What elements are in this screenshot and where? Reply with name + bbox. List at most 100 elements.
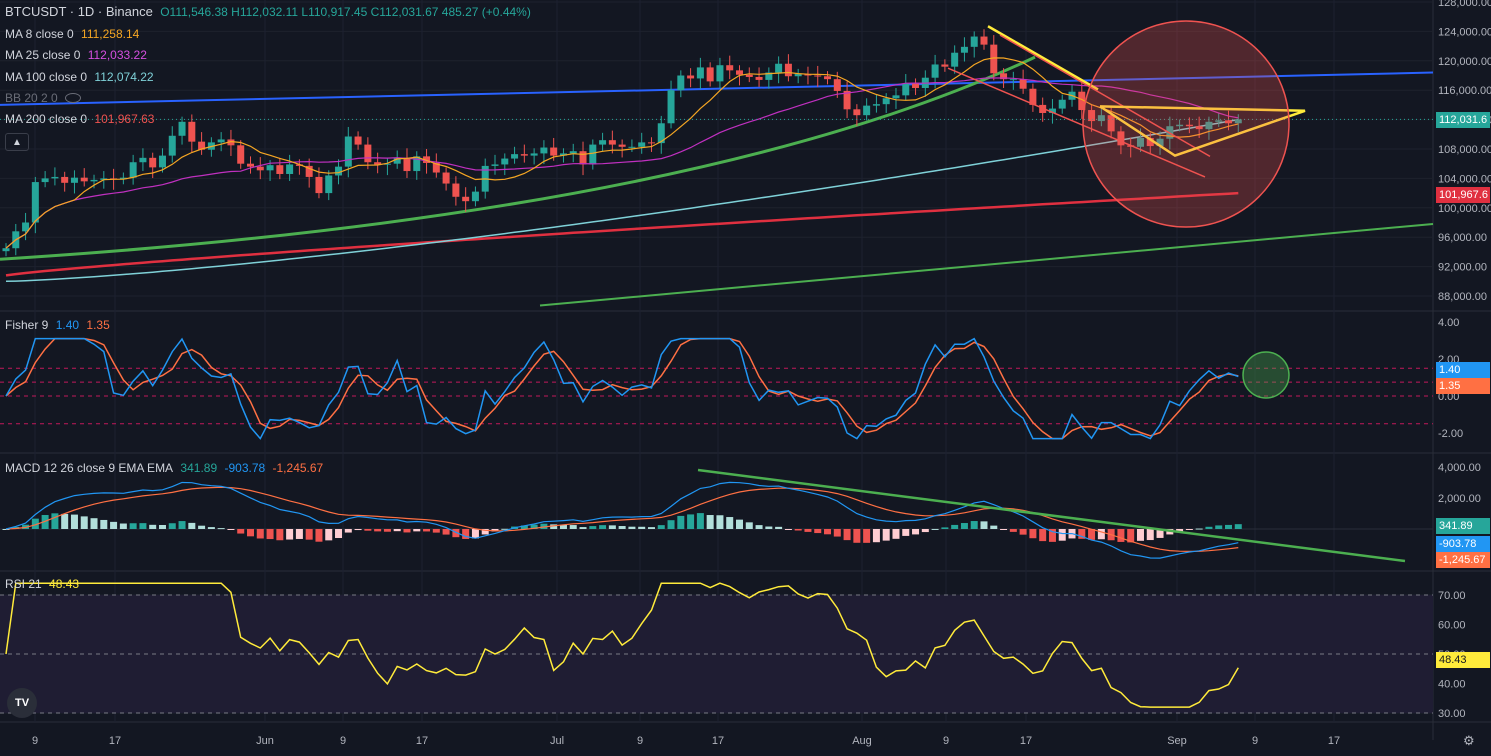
- candle-body: [80, 177, 88, 182]
- candle-body: [579, 151, 587, 165]
- candle-body: [990, 44, 998, 74]
- macd-histogram-bar: [1185, 529, 1193, 530]
- macd-histogram-bar: [51, 513, 59, 529]
- fisher-highlight-circle: [1242, 351, 1290, 399]
- collapse-legend-button[interactable]: ▲: [5, 133, 29, 151]
- macd-histogram-bar: [1225, 524, 1232, 529]
- fisher-tick-label: -2.00: [1438, 428, 1463, 440]
- price-tick-label: 96,000.00: [1438, 232, 1487, 244]
- ma100-legend[interactable]: MA 100 close 0 112,074.22: [5, 70, 158, 84]
- macd-histogram-bar: [1156, 529, 1164, 538]
- ma8-legend[interactable]: MA 8 close 0 111,258.14: [5, 27, 143, 41]
- macd-histogram-bar: [276, 529, 284, 541]
- macd-value-3: -1,245.67: [272, 461, 324, 475]
- macd-histogram-bar: [344, 529, 352, 533]
- macd-histogram-bar: [530, 524, 538, 529]
- macd-histogram-bar: [980, 521, 988, 529]
- candle-body: [853, 109, 861, 116]
- macd-histogram-bar: [794, 529, 802, 531]
- candle-body: [511, 154, 519, 159]
- macd-label: MACD 12 26 close 9 EMA EMA: [5, 461, 174, 475]
- candle-body: [941, 64, 949, 67]
- red-channel-lower: [947, 67, 1206, 178]
- ma200-legend[interactable]: MA 200 close 0 101,967.63: [5, 112, 158, 126]
- candle-body: [696, 67, 704, 79]
- candle-body: [755, 76, 763, 80]
- macd-histogram-bar: [1234, 524, 1242, 529]
- macd-histogram-bar: [775, 526, 783, 529]
- macd-histogram-bar: [814, 529, 822, 534]
- candle-body: [559, 153, 567, 156]
- macd-histogram-bar: [491, 529, 499, 532]
- macd-legend[interactable]: MACD 12 26 close 9 EMA EMA 341.89 -903.7…: [5, 461, 327, 475]
- candle-body: [1195, 126, 1203, 130]
- macd-histogram-bar: [960, 523, 968, 529]
- candle-body: [784, 63, 792, 77]
- macd-histogram-bar: [139, 523, 147, 529]
- candle-body: [90, 179, 98, 182]
- candle-body: [188, 121, 196, 142]
- candle-body: [383, 163, 391, 165]
- ma200-label: MA 200 close 0: [5, 112, 88, 126]
- rsi-badge: 48.43: [1436, 652, 1490, 668]
- macd-histogram-bar: [354, 529, 362, 531]
- candle-body: [2, 248, 10, 252]
- fisher-value-2: 1.35: [86, 318, 110, 332]
- fisher-legend[interactable]: Fisher 9 1.40 1.35: [5, 318, 114, 332]
- fisher-signal-line: [5, 337, 1239, 440]
- ma25-legend[interactable]: MA 25 close 0 112,033.22: [5, 48, 151, 62]
- candle-body: [178, 121, 186, 136]
- macd-histogram-bar: [667, 520, 675, 529]
- bb-legend[interactable]: BB 20 2 0: [5, 91, 85, 105]
- time-axis-label: 9: [32, 735, 38, 747]
- rsi-legend[interactable]: RSI 21 48.43: [5, 577, 83, 591]
- tradingview-logo[interactable]: TV: [7, 688, 37, 718]
- macd-histogram-bar: [990, 525, 998, 529]
- rsi-label: RSI 21: [5, 577, 42, 591]
- macd-histogram-bar: [1117, 529, 1125, 542]
- price-tick-label: 100,000.00: [1438, 203, 1491, 215]
- macd-histogram-bar: [256, 529, 264, 539]
- time-axis-label: 9: [340, 735, 346, 747]
- candle-body: [931, 64, 939, 78]
- candle-body: [736, 70, 743, 75]
- candle-body: [647, 142, 655, 144]
- macd-histogram-bar: [706, 515, 714, 529]
- macd-histogram-bar: [110, 521, 118, 529]
- symbol-label[interactable]: BTCUSDT · 1D · Binance: [5, 4, 153, 19]
- eye-hidden-icon[interactable]: [65, 93, 82, 103]
- macd-histogram-bar: [647, 527, 655, 529]
- macd-histogram-bar: [393, 529, 401, 532]
- macd-histogram-bar: [452, 529, 460, 538]
- macd-histogram-bar: [178, 521, 186, 529]
- candle-body: [765, 72, 773, 80]
- candle-body: [638, 142, 646, 147]
- time-axis-label: Jul: [550, 735, 564, 747]
- macd-histogram-bar: [677, 515, 685, 529]
- macd-histogram-bar: [579, 527, 587, 529]
- candle-body: [129, 162, 137, 178]
- candle-body: [1205, 121, 1213, 130]
- macd-histogram-bar: [198, 525, 206, 529]
- price-tick-label: 104,000.00: [1438, 173, 1491, 185]
- macd-histogram-bar: [41, 514, 49, 529]
- price-tick-label: 116,000.00: [1438, 85, 1491, 97]
- candle-body: [247, 163, 254, 167]
- candle-body: [61, 176, 69, 183]
- price-tick-label: 128,000.00: [1438, 0, 1491, 9]
- candle-body: [667, 90, 675, 124]
- time-axis-label: 17: [109, 735, 121, 747]
- macd-histogram-bar: [423, 529, 431, 532]
- candle-body: [364, 144, 372, 163]
- candle-body: [41, 178, 49, 183]
- candle-body: [501, 158, 509, 165]
- macd-histogram-bar: [374, 529, 382, 532]
- macd-histogram-bar: [853, 529, 861, 543]
- fisher-value-1: 1.40: [55, 318, 80, 332]
- candle-body: [824, 76, 832, 80]
- gear-icon[interactable]: ⚙: [1463, 733, 1475, 748]
- ma100-label: MA 100 close 0: [5, 70, 88, 84]
- candle-body: [628, 146, 636, 148]
- candle-body: [491, 164, 499, 166]
